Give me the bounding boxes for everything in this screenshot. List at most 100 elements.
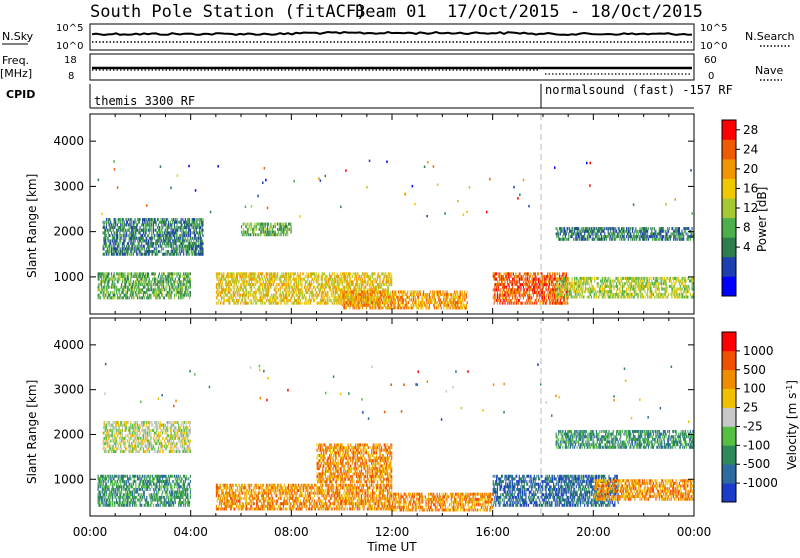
heatmap-cell [269,233,270,236]
heatmap-cell [170,239,171,242]
heatmap-cell [455,304,456,307]
heatmap-cell [359,301,360,304]
heatmap-cell [159,239,160,242]
heatmap-cell [154,237,155,240]
heatmap-cell [223,275,224,278]
heatmap-cell [258,233,259,236]
heatmap-cell [160,242,161,245]
heatmap-cell [146,247,147,250]
heatmap-cell [384,290,385,293]
heatmap-cell [105,280,106,283]
heatmap-cell [495,296,496,299]
heatmap-cell [557,299,558,302]
heatmap-cell [345,275,346,278]
heatmap-cell [155,288,156,291]
heatmap-cell [445,301,446,304]
heatmap-cell [349,283,350,286]
heatmap-cell [269,231,270,234]
heatmap-cell [285,280,286,283]
heatmap-cell [162,242,163,245]
heatmap-cell [190,286,191,289]
heatmap-cell [401,306,402,309]
heatmap-cell [104,286,105,289]
heatmap-cell [371,296,372,299]
heatmap-cell [374,290,375,293]
heatmap-cell [280,233,281,236]
heatmap-cell [163,247,164,250]
heatmap-cell [383,298,384,301]
heatmap-cell [108,237,109,240]
heatmap-cell [161,286,162,289]
heatmap-cell [127,291,128,294]
heatmap-cell [636,238,637,241]
heatmap-cell [189,253,190,256]
heatmap-cell [104,296,105,299]
heatmap-cell [224,299,225,302]
heatmap-cell [547,278,548,281]
heatmap-cell [538,272,539,275]
heatmap-cell [176,253,177,256]
heatmap-cell [527,283,528,286]
heatmap-cell [248,228,249,231]
heatmap-cell [321,302,322,305]
heatmap-cell [129,223,130,226]
heatmap-cell [131,253,132,256]
heatmap-cell [388,280,389,283]
heatmap-cell [406,301,407,304]
heatmap-cell [552,272,553,275]
heatmap-cell [538,299,539,302]
heatmap-cell [111,272,112,275]
heatmap-cell [497,280,498,283]
radar-summary-plot: South Pole Station (fitACF) Beam 01 17/O… [0,0,800,554]
heatmap-cell [233,278,234,281]
heatmap-cell [560,299,561,302]
heatmap-cell [142,247,143,250]
heatmap-cell [197,226,198,229]
heatmap-cell [171,245,172,248]
heatmap-cell [108,283,109,286]
heatmap-cell [247,223,248,226]
heatmap-cell [131,223,132,226]
heatmap-cell [153,229,154,232]
heatmap-cell [345,278,346,281]
heatmap-cell [181,291,182,294]
heatmap-cell [372,301,373,304]
heatmap-cell [690,238,691,241]
heatmap-cell [456,306,457,309]
heatmap-cell [384,283,385,286]
heatmap-cell [613,227,614,230]
heatmap-cell [259,291,260,294]
heatmap-cell [565,302,566,305]
heatmap-cell [647,232,648,235]
heatmap-cell [631,235,632,238]
heatmap-cell [174,234,175,237]
heatmap-cell [301,288,302,291]
heatmap-cell [113,291,114,294]
heatmap-cell [674,232,675,235]
heatmap-cell [104,253,105,256]
heatmap-cell [556,277,557,280]
heatmap-cell [608,230,609,233]
heatmap-cell [402,296,403,299]
heatmap-cell [303,272,304,275]
heatmap-cell [318,294,319,297]
heatmap-cell [176,242,177,245]
heatmap-cell [155,245,156,248]
heatmap-cell [161,272,162,275]
heatmap-cell [237,291,238,294]
heatmap-cell [163,283,164,286]
heatmap-cell [137,294,138,297]
heatmap-cell [398,301,399,304]
heatmap-cell [149,247,150,250]
heatmap-cell [634,238,635,241]
heatmap-cell [342,293,343,296]
heatmap-cell [129,231,130,234]
heatmap-cell [298,280,299,283]
heatmap-cell [146,237,147,240]
heatmap-cell [402,304,403,307]
heatmap-cell [294,286,295,289]
heatmap-cell [120,253,121,256]
heatmap-cell [155,221,156,224]
heatmap-cell [620,230,621,233]
heatmap-cell [592,235,593,238]
